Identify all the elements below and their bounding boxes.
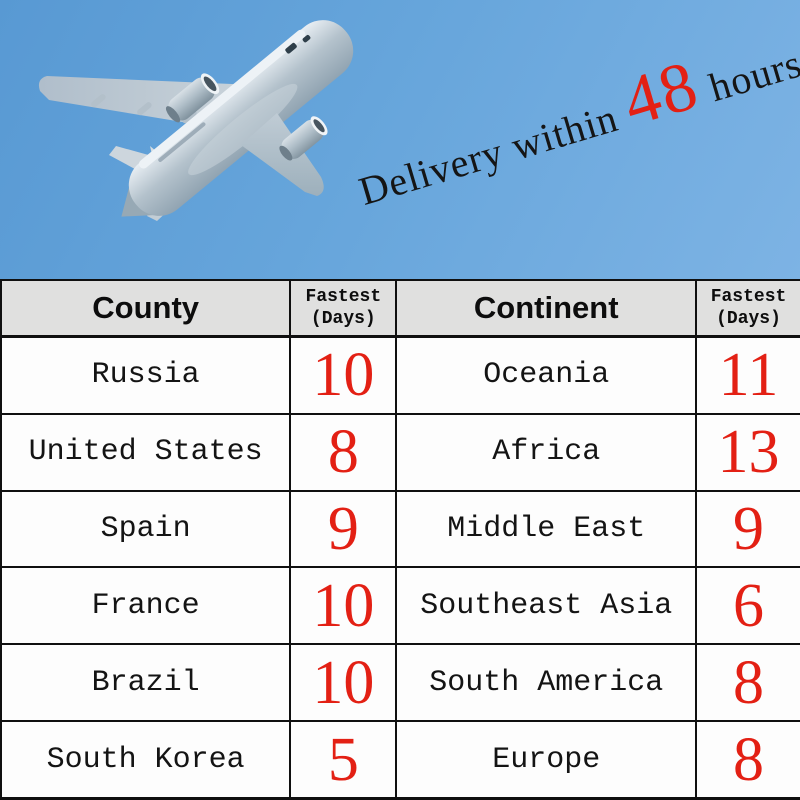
country-days-cell: 10 xyxy=(291,645,398,721)
continent-cell: Oceania xyxy=(397,338,698,413)
delivery-times-table: County Fastest (Days) Continent Fastest … xyxy=(0,279,800,800)
country-days-cell: 9 xyxy=(291,491,398,567)
table-row: South Korea 5 Europe 8 xyxy=(2,722,800,797)
header-country-column: County xyxy=(2,281,292,335)
country-days-cell: 10 xyxy=(291,568,398,644)
header-continent-days-column: Fastest (Days) xyxy=(710,286,787,330)
table-row: Russia 10 Oceania 11 xyxy=(2,338,800,415)
continent-days-cell: 9 xyxy=(733,495,764,564)
table-header-row: County Fastest (Days) Continent Fastest … xyxy=(2,281,800,338)
country-cell: Spain xyxy=(2,491,292,567)
header-country-days-column: Fastest (Days) xyxy=(291,281,398,335)
country-cell: United States xyxy=(2,414,292,490)
country-cell: France xyxy=(2,568,292,644)
sky-header: Delivery within 48 hours xyxy=(0,0,800,279)
continent-days-cell: 11 xyxy=(718,341,779,410)
country-cell: Brazil xyxy=(2,645,292,721)
airplane-icon xyxy=(38,20,354,221)
continent-days-cell: 13 xyxy=(717,418,780,487)
continent-cell: Africa xyxy=(397,414,698,490)
country-days-cell: 5 xyxy=(291,722,398,797)
table-row: France 10 Southeast Asia 6 xyxy=(2,568,800,646)
country-cell: South Korea xyxy=(2,722,292,797)
continent-cell: Southeast Asia xyxy=(397,568,698,644)
table-row: Spain 9 Middle East 9 xyxy=(2,491,800,569)
continent-days-cell: 8 xyxy=(733,725,764,794)
continent-cell: Middle East xyxy=(397,491,698,567)
continent-days-cell: 6 xyxy=(733,571,764,640)
country-days-cell: 10 xyxy=(291,338,398,413)
table-row: Brazil 10 South America 8 xyxy=(2,645,800,723)
table-row: United States 8 Africa 13 xyxy=(2,414,800,492)
continent-cell: South America xyxy=(397,645,698,721)
continent-days-cell: 8 xyxy=(733,648,764,717)
continent-cell: Europe xyxy=(397,722,698,797)
country-cell: Russia xyxy=(2,338,292,413)
country-days-cell: 8 xyxy=(291,414,398,490)
header-continent-column: Continent xyxy=(397,281,698,335)
